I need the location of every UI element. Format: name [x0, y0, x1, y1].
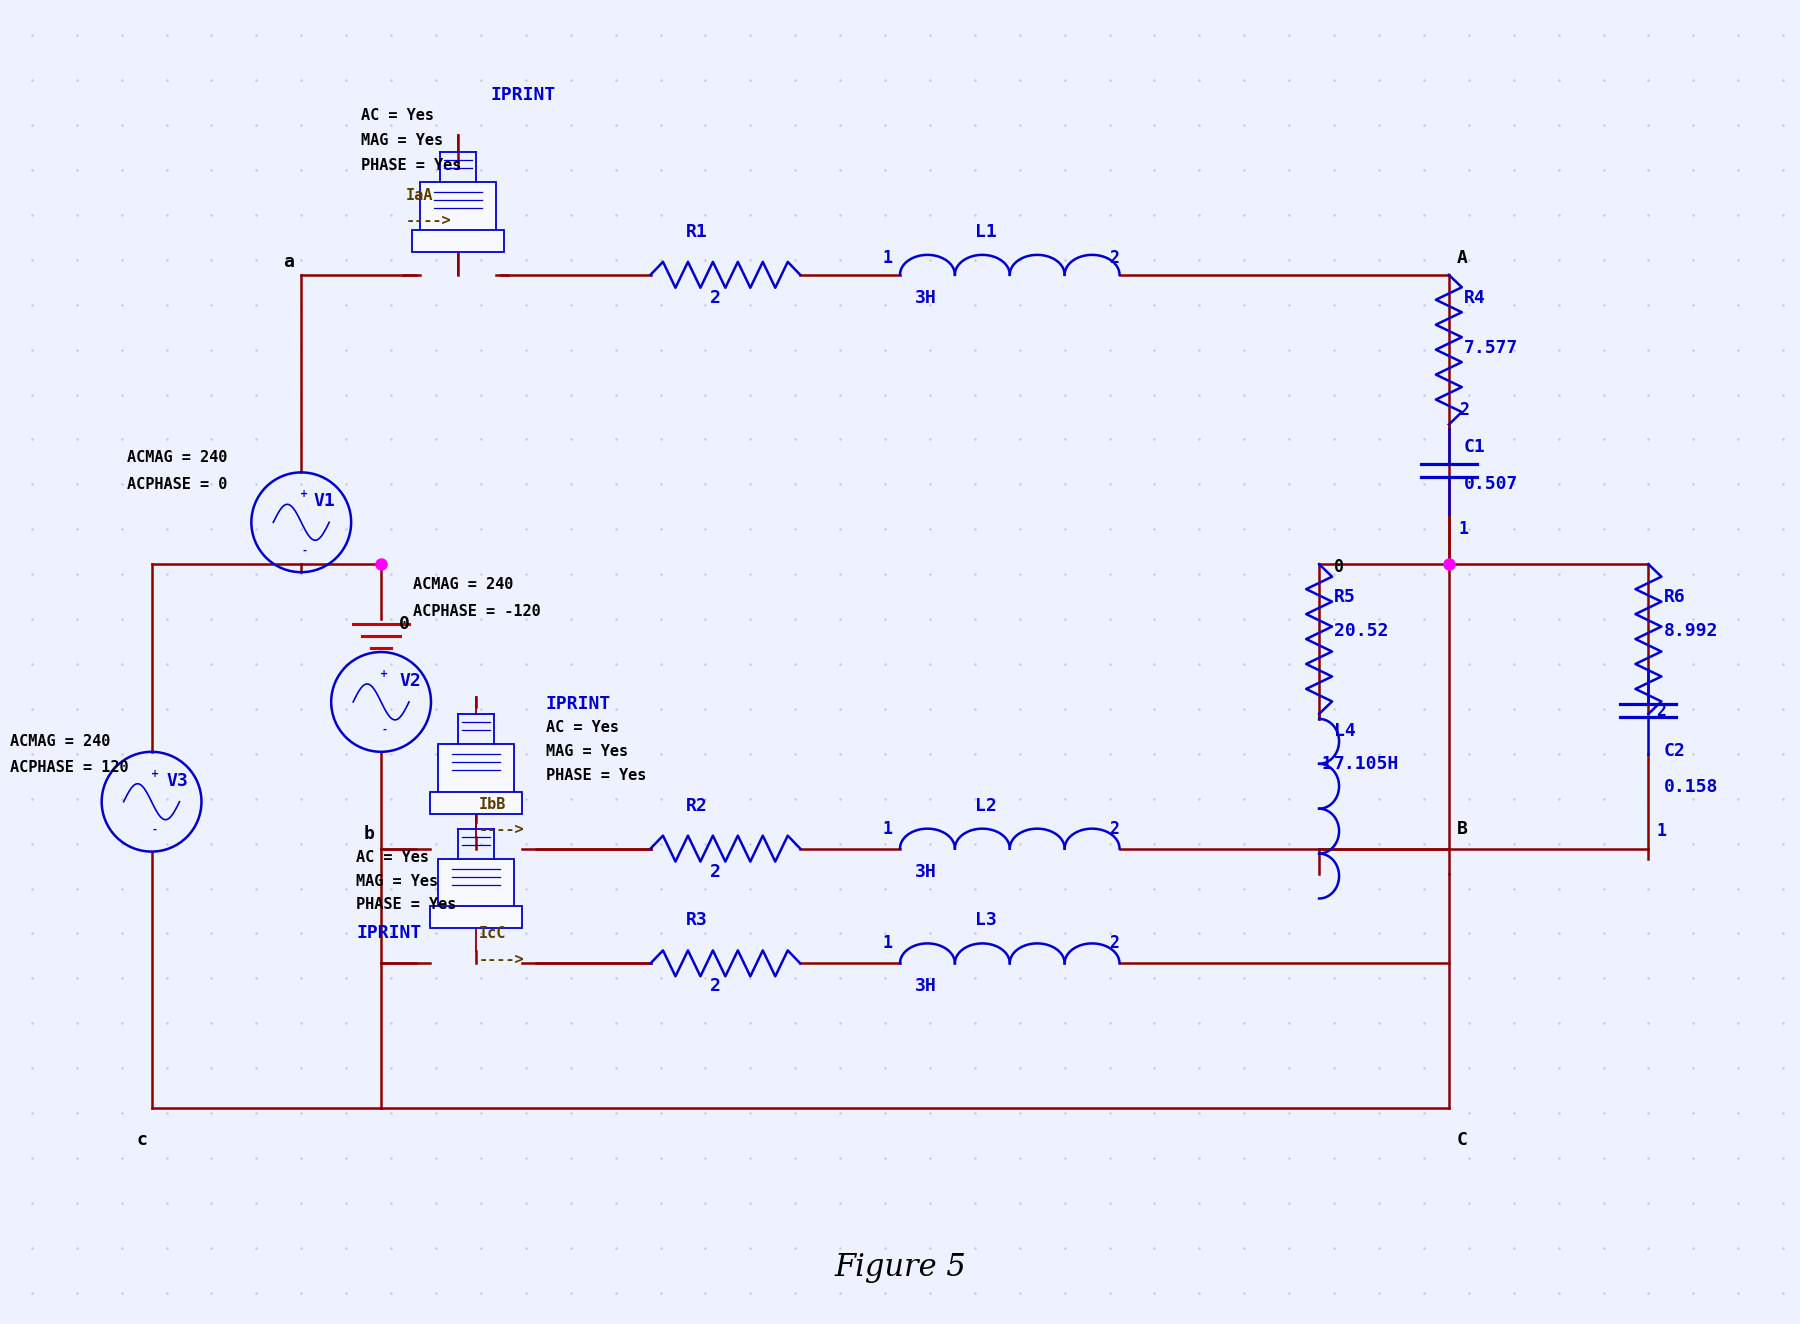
Text: C2: C2	[1663, 741, 1685, 760]
Text: +: +	[151, 769, 158, 779]
Text: AC = Yes: AC = Yes	[356, 850, 428, 865]
Text: L3: L3	[976, 911, 997, 929]
Text: ---->: ---->	[407, 213, 452, 228]
Text: L4: L4	[1334, 722, 1355, 740]
Text: 2: 2	[711, 289, 722, 307]
Text: 0: 0	[400, 616, 410, 633]
Text: V1: V1	[313, 493, 335, 510]
Text: R1: R1	[686, 222, 707, 241]
Bar	[419, 181, 495, 232]
Text: AC = Yes: AC = Yes	[545, 720, 619, 735]
Text: V3: V3	[167, 772, 189, 789]
Text: 1: 1	[882, 820, 893, 838]
Text: ---->: ---->	[479, 822, 524, 837]
Text: -: -	[382, 724, 385, 735]
Text: IPRINT: IPRINT	[491, 86, 556, 105]
Text: 20.52: 20.52	[1334, 622, 1388, 639]
Bar	[412, 230, 504, 252]
Text: 1: 1	[1458, 520, 1469, 539]
Text: 1: 1	[882, 249, 893, 267]
Text: c: c	[137, 1131, 148, 1149]
Text: R5: R5	[1334, 588, 1355, 606]
Text: A: A	[1456, 249, 1467, 267]
Bar	[437, 858, 513, 908]
Text: 2: 2	[1109, 820, 1120, 838]
Text: -: -	[153, 825, 157, 834]
Text: ACMAG = 240: ACMAG = 240	[9, 733, 110, 749]
Text: PHASE = Yes: PHASE = Yes	[545, 768, 646, 782]
Text: C1: C1	[1463, 438, 1485, 457]
Text: 2: 2	[1109, 935, 1120, 952]
Bar	[430, 792, 522, 814]
Text: IaA: IaA	[407, 188, 434, 203]
Text: ACPHASE = -120: ACPHASE = -120	[412, 604, 540, 620]
Text: 7.105H: 7.105H	[1334, 755, 1399, 773]
Text: 2: 2	[1109, 249, 1120, 267]
Text: 7.577: 7.577	[1463, 339, 1517, 356]
Text: 3H: 3H	[914, 289, 936, 307]
Text: 0.158: 0.158	[1663, 777, 1717, 796]
Text: R4: R4	[1463, 289, 1485, 307]
Text: B: B	[1456, 820, 1467, 838]
Bar	[437, 744, 513, 793]
Text: C: C	[1456, 1131, 1467, 1149]
Text: MAG = Yes: MAG = Yes	[545, 744, 628, 759]
Text: AC = Yes: AC = Yes	[362, 109, 434, 123]
Text: V2: V2	[400, 673, 421, 690]
Text: 2: 2	[1458, 401, 1469, 418]
Text: MAG = Yes: MAG = Yes	[356, 874, 437, 888]
Text: 1: 1	[1321, 755, 1332, 773]
Text: Figure 5: Figure 5	[833, 1253, 967, 1283]
Text: +: +	[380, 669, 389, 679]
Text: a: a	[283, 253, 293, 271]
Text: b: b	[364, 825, 374, 842]
Text: IPRINT: IPRINT	[545, 695, 610, 712]
Text: ACPHASE = 120: ACPHASE = 120	[9, 760, 128, 775]
Text: 3H: 3H	[914, 977, 936, 996]
Text: L1: L1	[976, 222, 997, 241]
Text: -: -	[302, 545, 306, 555]
Text: 1: 1	[1656, 822, 1667, 839]
Bar	[430, 907, 522, 928]
Text: 0.507: 0.507	[1463, 475, 1517, 494]
Text: 8.992: 8.992	[1663, 622, 1717, 639]
Text: R6: R6	[1663, 588, 1685, 606]
Text: ACMAG = 240: ACMAG = 240	[412, 577, 513, 592]
Text: 2: 2	[711, 862, 722, 880]
Text: PHASE = Yes: PHASE = Yes	[356, 898, 457, 912]
Text: 1: 1	[882, 935, 893, 952]
Text: MAG = Yes: MAG = Yes	[362, 134, 443, 148]
Text: 2: 2	[711, 977, 722, 996]
Text: IbB: IbB	[479, 797, 506, 812]
Text: 2: 2	[1656, 702, 1667, 720]
Text: 3H: 3H	[914, 862, 936, 880]
Text: ---->: ---->	[479, 952, 524, 967]
Text: IPRINT: IPRINT	[356, 924, 421, 943]
Text: IcC: IcC	[479, 927, 506, 941]
Text: +: +	[301, 490, 308, 499]
Text: 0: 0	[1334, 559, 1345, 576]
Text: ACMAG = 240: ACMAG = 240	[126, 450, 227, 466]
Text: R3: R3	[686, 911, 707, 929]
Text: ACPHASE = 0: ACPHASE = 0	[126, 478, 227, 493]
Text: L2: L2	[976, 797, 997, 814]
Text: R2: R2	[686, 797, 707, 814]
Text: PHASE = Yes: PHASE = Yes	[362, 158, 461, 173]
